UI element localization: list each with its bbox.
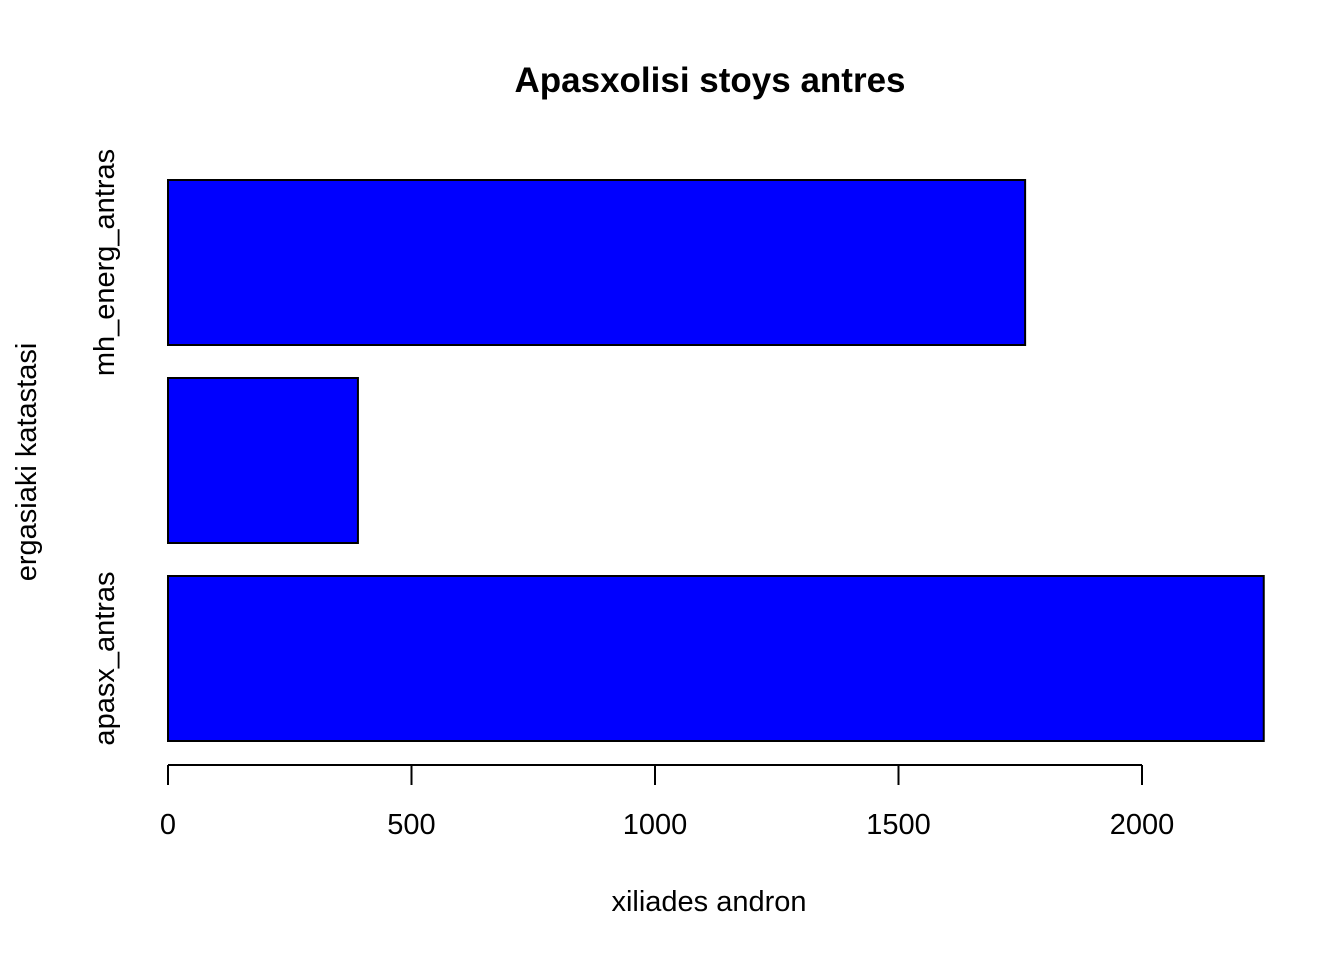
bar-apasx_antras: [167, 575, 1265, 742]
bar-category-2: [167, 377, 359, 544]
x-tick-label-500: 500: [387, 809, 435, 841]
x-axis-label: xiliades andron: [611, 886, 806, 918]
x-axis: 0 500 1000 1500 2000: [160, 764, 1175, 841]
bar-mh_energ_antras: [167, 179, 1027, 346]
y-axis-label: ergasiaki katastasi: [11, 343, 43, 582]
x-tick-label-1500: 1500: [866, 809, 931, 841]
x-tick-label-0: 0: [160, 809, 176, 841]
category-labels: apasx_antras mh_energ_antras: [89, 149, 121, 746]
x-tick-label-2000: 2000: [1110, 809, 1175, 841]
x-tick-label-1000: 1000: [623, 809, 688, 841]
category-label-apasx_antras: apasx_antras: [89, 571, 121, 745]
chart-title: Apasxolisi stoys antres: [515, 61, 906, 100]
category-label-mh_energ_antras: mh_energ_antras: [89, 149, 121, 376]
bars-group: [167, 179, 1265, 742]
